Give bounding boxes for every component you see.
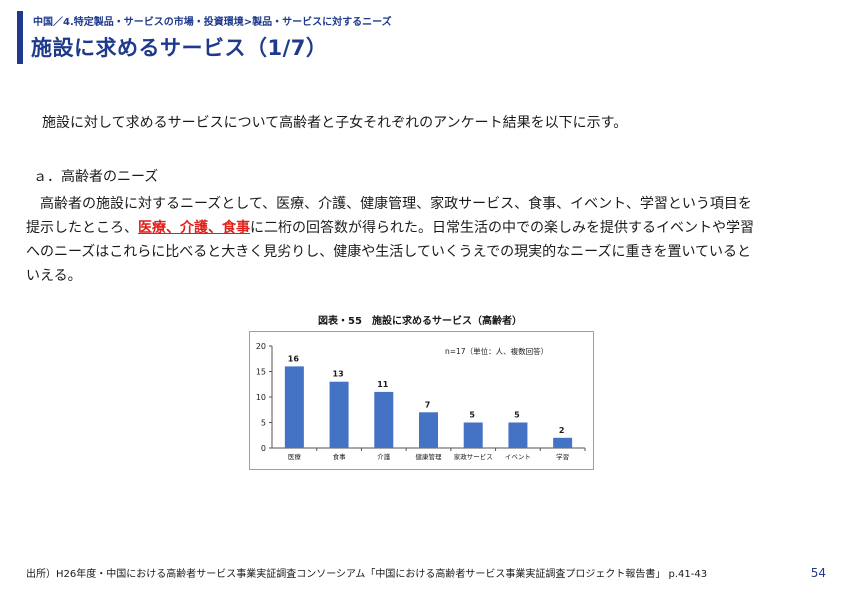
body-line: 高齢者の施設に対するニーズとして、医療、介護、健康管理、家政サービス、食事、イベ… xyxy=(26,192,816,216)
y-tick-label: 15 xyxy=(256,368,266,377)
x-tick-label: 医療 xyxy=(288,452,302,461)
body-line: いえる。 xyxy=(26,264,816,288)
x-tick-label: イベント xyxy=(505,453,531,461)
x-tick-label: 食事 xyxy=(333,452,347,461)
data-label: 11 xyxy=(377,380,389,389)
data-label: 13 xyxy=(333,370,344,379)
data-label: 2 xyxy=(559,426,565,435)
data-label: 5 xyxy=(514,411,520,420)
section-heading: ａ．高齢者のニーズ xyxy=(33,169,159,185)
x-tick-label: 家政サービス xyxy=(454,452,493,461)
bar xyxy=(508,422,528,448)
x-tick-label: 介護 xyxy=(377,452,391,461)
page-number: 54 xyxy=(810,566,826,580)
bar xyxy=(553,437,573,448)
body-text-segment: に二桁の回答数が得られた。日常生活の中での楽しみを提供するイベントや学習 xyxy=(250,220,754,236)
body-line: 提示したところ、医療、介護、食事に二桁の回答数が得られた。日常生活の中での楽しみ… xyxy=(26,216,816,240)
body-text-segment: いえる。 xyxy=(26,268,82,284)
breadcrumb: 中国／4.特定製品・サービスの市場・投資環境>製品・サービスに対するニーズ xyxy=(33,17,392,28)
data-label: 16 xyxy=(288,354,300,363)
page-title: 施設に求めるサービス（1/7） xyxy=(31,36,328,60)
bar xyxy=(284,366,304,448)
chart-note: n=17（単位：人、複数回答） xyxy=(445,346,548,356)
bar xyxy=(374,391,394,448)
y-tick-label: 20 xyxy=(256,342,266,351)
bar xyxy=(419,412,438,448)
data-label: 5 xyxy=(469,411,475,420)
body-text-segment: へのニーズはこれらに比べると大きく見劣りし、健康や生活していくうえでの現実的なニ… xyxy=(26,244,752,260)
y-tick-label: 5 xyxy=(261,419,266,428)
source-note: 出所）H26年度・中国における高齢者サービス事業実証調査コンソーシアム「中国にお… xyxy=(26,569,708,580)
bar-chart: 0 5 10 15 20 n=17（単位：人、複数回答） 16 医療 13 食事 11 介護 7 健康管理… xyxy=(249,331,594,470)
bar xyxy=(329,381,349,448)
data-label: 7 xyxy=(425,400,431,409)
section-body: 高齢者の施設に対するニーズとして、医療、介護、健康管理、家政サービス、食事、イベ… xyxy=(26,192,816,288)
body-text-segment: 高齢者の施設に対するニーズとして、医療、介護、健康管理、家政サービス、食事、イベ… xyxy=(26,196,752,212)
bar xyxy=(463,422,483,448)
x-tick-label: 学習 xyxy=(556,452,569,461)
y-tick-label: 0 xyxy=(261,444,266,453)
bar-chart-svg: 0 5 10 15 20 n=17（単位：人、複数回答） 16 医療 13 食事 11 介護 7 健康管理… xyxy=(256,342,586,461)
body-line: へのニーズはこれらに比べると大きく見劣りし、健康や生活していくうえでの現実的なニ… xyxy=(26,240,816,264)
y-tick-label: 10 xyxy=(256,393,266,402)
intro-paragraph: 施設に対して求めるサービスについて高齢者と子女それぞれのアンケート結果を以下に示… xyxy=(42,115,628,131)
x-tick-label: 健康管理 xyxy=(416,452,443,461)
title-accent-bar xyxy=(17,11,23,64)
body-text-segment: 提示したところ、 xyxy=(26,220,138,236)
figure-caption: 図表・55 施設に求めるサービス（高齢者） xyxy=(318,316,522,327)
highlighted-text: 医療、介護、食事 xyxy=(138,220,250,236)
